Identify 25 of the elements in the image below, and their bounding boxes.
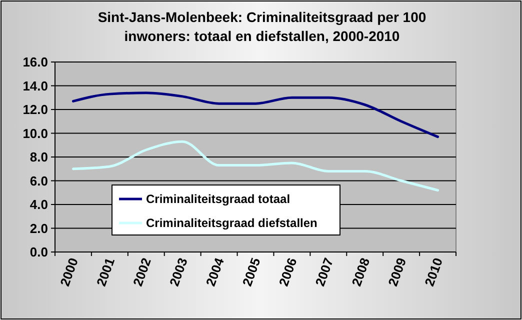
y-tick-label: 6.0 — [30, 173, 48, 188]
x-tick-label: 2006 — [276, 256, 300, 288]
x-tick-label: 2004 — [202, 255, 228, 288]
y-tick-label: 0.0 — [30, 244, 48, 260]
x-tick-label: 2009 — [385, 256, 410, 288]
legend-label: Criminaliteitsgraad diefstallen — [146, 216, 318, 230]
x-tick-label: 2001 — [94, 256, 118, 288]
x-tick-label: 2002 — [130, 256, 154, 288]
x-tick-label: 2003 — [166, 256, 190, 288]
x-tick-label: 2008 — [348, 256, 373, 288]
line-series — [72, 140, 440, 192]
legend-label: Criminaliteitsgraad totaal — [146, 192, 290, 206]
y-tick-label: 12.0 — [22, 102, 48, 118]
y-tick-label: 16.0 — [22, 54, 48, 70]
x-tick-label: 2010 — [422, 256, 446, 288]
y-tick-label: 14.0 — [22, 78, 48, 94]
chart-title: Sint-Jans-Molenbeek: Criminaliteitsgraad per 100 inwoners: totaal en diefstallen, 2000-2010 — [98, 9, 426, 44]
y-tick-label: 2.0 — [30, 220, 48, 236]
y-tick-label: 10.0 — [22, 126, 48, 141]
x-tick-label: 2005 — [239, 256, 264, 288]
x-tick-label: 2000 — [57, 256, 82, 288]
line-series — [72, 92, 440, 138]
y-tick-label: 8.0 — [30, 150, 48, 165]
x-tick-label: 2007 — [312, 256, 336, 288]
y-tick-label: 4.0 — [30, 197, 48, 212]
